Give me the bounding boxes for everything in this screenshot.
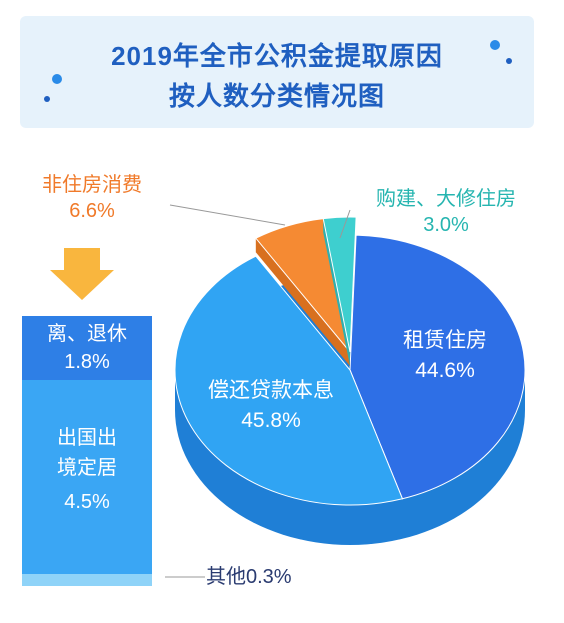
pie-slice (322, 216, 357, 353)
retire-value: 1.8% (64, 351, 110, 373)
label-build-value: 3.0% (423, 214, 469, 236)
label-build: 购建、大修住房 3.0% (356, 186, 536, 238)
decor-dot (44, 96, 50, 102)
label-repay-value: 45.8% (241, 409, 301, 432)
label-repay-name: 偿还贷款本息 (208, 379, 334, 402)
breakdown-retire: 离、退休 1.8% (22, 316, 152, 380)
retire-name: 离、退休 (47, 323, 127, 345)
down-arrow (50, 248, 114, 300)
breakdown-abroad: 出国出 境定居 4.5% (22, 380, 152, 574)
decor-dot (490, 40, 500, 50)
abroad-value: 4.5% (64, 491, 110, 513)
label-rent-name: 租赁住房 (403, 329, 487, 352)
label-consume-name: 非住房消费 (42, 174, 142, 196)
pie-slice-edge (323, 218, 350, 366)
label-repay: 偿还贷款本息 45.8% (196, 376, 346, 436)
leader-line-consume (169, 204, 286, 226)
label-other-value: 其他0.3% (206, 566, 292, 588)
abroad-name-line1: 出国出 (57, 427, 117, 449)
chart-title-line2: 按人数分类情况图 (168, 81, 385, 111)
label-rent: 租赁住房 44.6% (385, 326, 505, 386)
label-consume-value: 6.6% (69, 200, 115, 222)
leader-line-build (339, 209, 351, 239)
label-other: 其他0.3% (206, 564, 336, 590)
pie-slice (174, 255, 404, 506)
label-rent-value: 44.6% (415, 359, 475, 382)
label-build-name: 购建、大修住房 (376, 188, 516, 210)
breakdown-other (22, 574, 152, 586)
title-card: 2019年全市公积金提取原因 按人数分类情况图 (20, 16, 534, 128)
pie-slice (349, 234, 526, 500)
chart-title-line1: 2019年全市公积金提取原因 (111, 41, 443, 71)
decor-dot (52, 74, 62, 84)
pie-slice-edge (255, 238, 350, 366)
decor-dot (506, 58, 512, 64)
abroad-name-line2: 境定居 (57, 457, 117, 479)
label-consume: 非住房消费 6.6% (22, 172, 162, 224)
